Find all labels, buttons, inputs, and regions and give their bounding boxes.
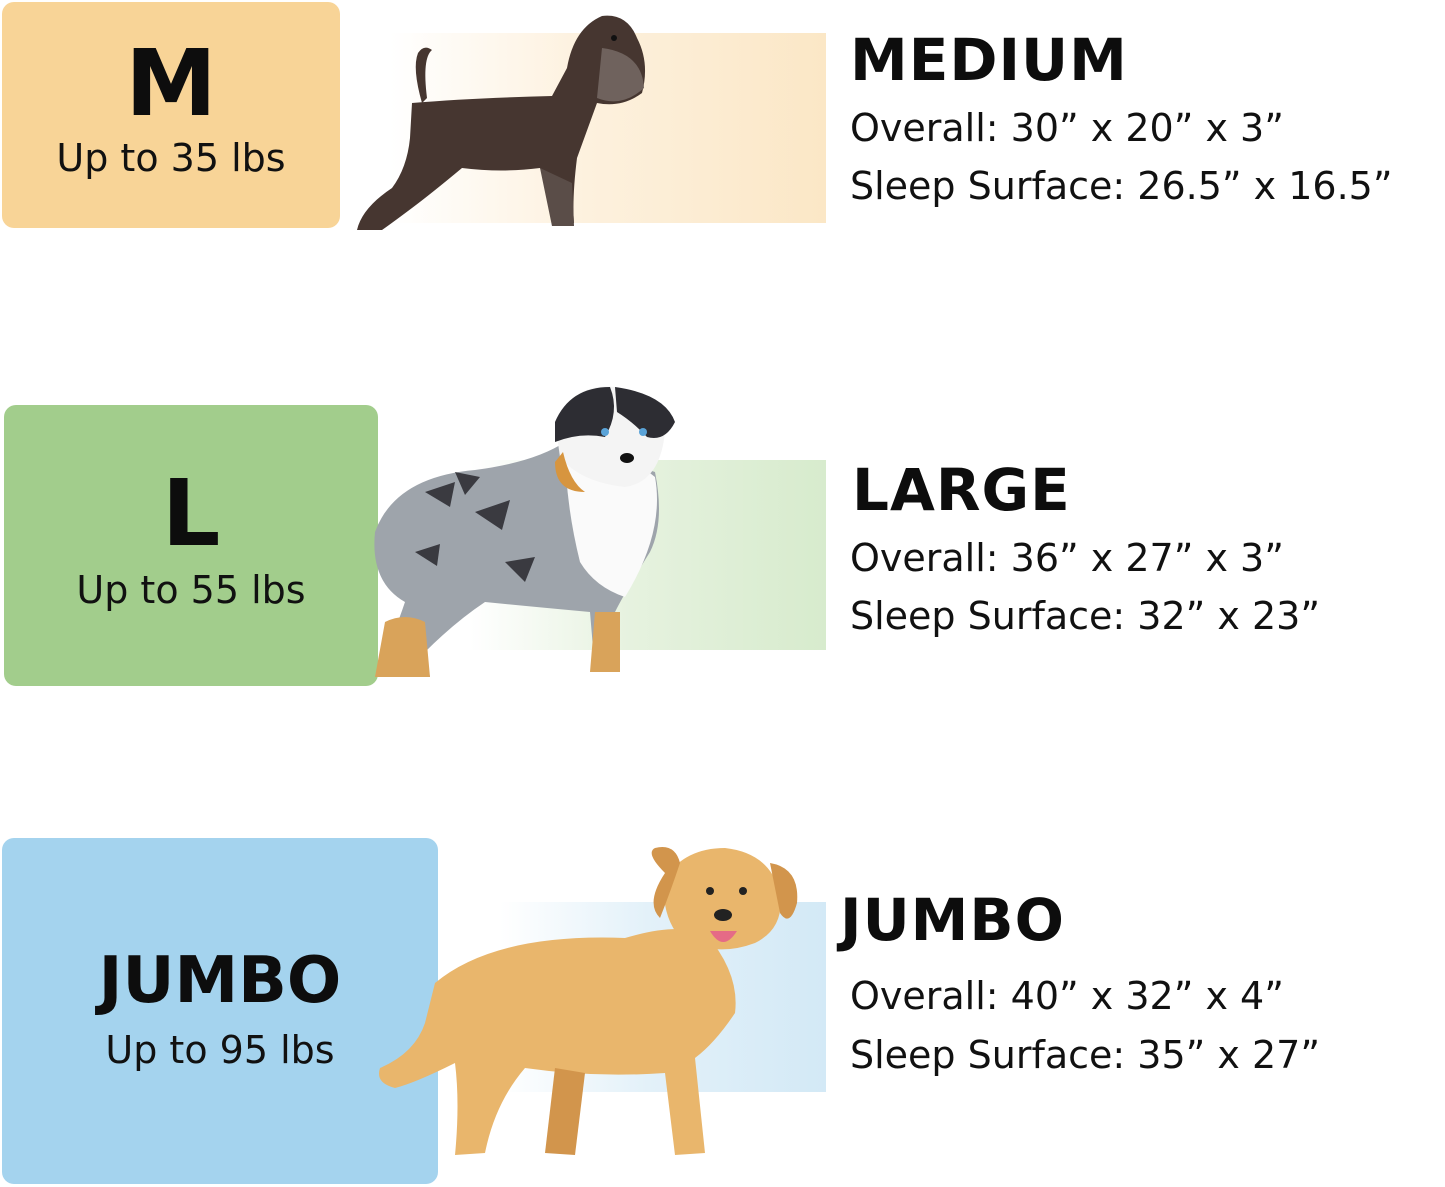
overall-dimensions: Overall: 30” x 20” x 3”	[850, 106, 1284, 150]
sleep-surface-dimensions: Sleep Surface: 35” x 27”	[850, 1033, 1321, 1077]
size-code: L	[161, 460, 221, 567]
size-badge-jumbo: JUMBO Up to 95 lbs	[2, 838, 438, 1184]
size-name: LARGE	[852, 456, 1071, 524]
size-code: M	[125, 30, 217, 137]
size-badge-large: L Up to 55 lbs	[4, 405, 378, 686]
schnauzer-dog-illustration	[357, 15, 646, 230]
overall-dimensions: Overall: 36” x 27” x 3”	[850, 536, 1284, 580]
size-name: JUMBO	[840, 886, 1065, 954]
size-code: JUMBO	[98, 944, 342, 1018]
golden-retriever-dog-illustration	[379, 847, 798, 1155]
sleep-surface-dimensions: Sleep Surface: 32” x 23”	[850, 594, 1321, 638]
size-badge-medium: M Up to 35 lbs	[2, 2, 340, 228]
weight-limit: Up to 55 lbs	[76, 568, 306, 612]
weight-limit: Up to 95 lbs	[105, 1028, 335, 1072]
size-name: MEDIUM	[850, 26, 1128, 94]
sleep-surface-dimensions: Sleep Surface: 26.5” x 16.5”	[850, 164, 1393, 208]
overall-dimensions: Overall: 40” x 32” x 4”	[850, 974, 1284, 1018]
australian-shepherd-dog-illustration	[374, 386, 675, 677]
weight-limit: Up to 35 lbs	[56, 136, 286, 180]
